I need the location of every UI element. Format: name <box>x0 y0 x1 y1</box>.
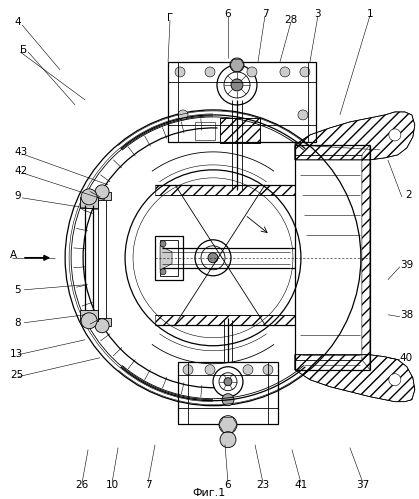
Polygon shape <box>80 197 98 208</box>
Circle shape <box>81 313 97 329</box>
Circle shape <box>230 58 244 72</box>
Circle shape <box>231 79 243 91</box>
Text: А: А <box>10 250 17 260</box>
Text: 13: 13 <box>10 349 23 359</box>
Circle shape <box>160 241 166 247</box>
Text: 9: 9 <box>14 191 21 201</box>
Circle shape <box>175 67 185 77</box>
Text: 7: 7 <box>145 480 151 490</box>
Text: 37: 37 <box>356 480 370 490</box>
Circle shape <box>178 110 188 120</box>
Circle shape <box>183 365 193 375</box>
Circle shape <box>208 253 218 263</box>
Circle shape <box>389 129 401 141</box>
Text: 4: 4 <box>14 17 21 27</box>
Circle shape <box>280 67 290 77</box>
Text: 39: 39 <box>400 260 413 270</box>
Text: 43: 43 <box>14 147 27 157</box>
Circle shape <box>213 367 243 397</box>
Text: Г: Г <box>167 13 173 23</box>
Text: 42: 42 <box>14 166 27 176</box>
Polygon shape <box>93 318 111 326</box>
Circle shape <box>298 110 308 120</box>
Circle shape <box>222 394 234 406</box>
Polygon shape <box>80 310 98 321</box>
Circle shape <box>247 67 257 77</box>
Circle shape <box>224 378 232 386</box>
Text: 7: 7 <box>261 9 268 19</box>
Circle shape <box>95 319 109 333</box>
Text: 6: 6 <box>225 9 231 19</box>
Text: 5: 5 <box>14 285 21 295</box>
Text: 26: 26 <box>75 480 89 490</box>
Circle shape <box>217 65 257 105</box>
Bar <box>178 362 278 424</box>
Text: 38: 38 <box>400 310 413 320</box>
Text: 1: 1 <box>367 9 373 19</box>
Text: 6: 6 <box>225 480 231 490</box>
Bar <box>220 118 260 143</box>
Polygon shape <box>93 192 111 200</box>
Circle shape <box>243 365 253 375</box>
Bar <box>195 122 215 140</box>
Circle shape <box>160 269 166 275</box>
Text: 3: 3 <box>315 9 321 19</box>
Text: 23: 23 <box>256 480 269 490</box>
Text: 41: 41 <box>294 480 308 490</box>
Bar <box>168 62 316 142</box>
Polygon shape <box>160 246 172 270</box>
Circle shape <box>220 432 236 448</box>
Bar <box>160 240 178 276</box>
Text: 25: 25 <box>10 370 23 380</box>
Circle shape <box>195 240 231 276</box>
Text: 40: 40 <box>400 353 413 363</box>
Circle shape <box>205 67 215 77</box>
Text: Б: Б <box>20 45 27 55</box>
Circle shape <box>95 185 109 199</box>
Circle shape <box>81 189 97 205</box>
Circle shape <box>219 416 237 434</box>
Text: 2: 2 <box>405 190 411 200</box>
Text: 10: 10 <box>106 480 119 490</box>
Circle shape <box>389 374 401 386</box>
Text: 28: 28 <box>285 15 297 25</box>
Text: Фиг.1: Фиг.1 <box>192 488 225 498</box>
Bar <box>155 236 183 280</box>
Circle shape <box>300 67 310 77</box>
Circle shape <box>263 365 273 375</box>
Text: 8: 8 <box>14 318 21 328</box>
Circle shape <box>205 365 215 375</box>
